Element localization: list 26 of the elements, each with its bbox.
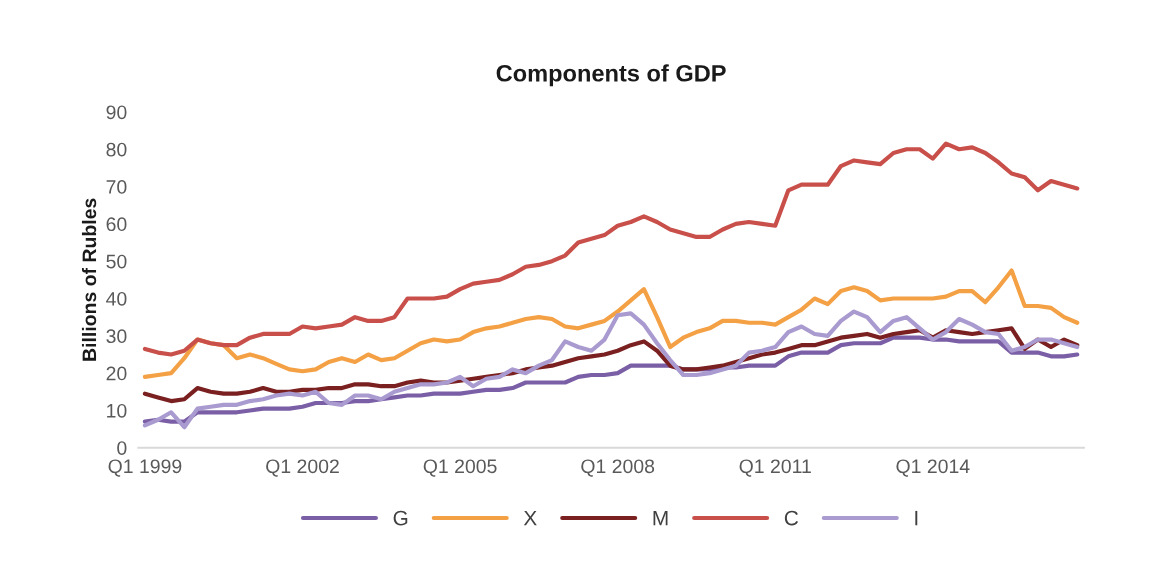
x-tick-label: Q1 1999 bbox=[108, 459, 182, 477]
y-tick-label: 0 bbox=[117, 441, 127, 455]
x-tick-label: Q1 2005 bbox=[423, 459, 497, 477]
y-tick-label: 10 bbox=[107, 403, 127, 418]
y-tick-label: 40 bbox=[106, 291, 127, 306]
chart-title: Components of GDP bbox=[496, 64, 726, 87]
legend-label: M bbox=[653, 510, 668, 526]
x-tick-label: Q1 2011 bbox=[739, 459, 811, 477]
x-tick-label: Q1 2014 bbox=[896, 459, 970, 477]
legend-label: G bbox=[393, 510, 408, 526]
legend-label: C bbox=[784, 510, 799, 526]
y-tick-label: 30 bbox=[106, 329, 127, 344]
y-tick-label: 20 bbox=[106, 366, 127, 381]
y-tick-label: 60 bbox=[106, 217, 127, 232]
line-series bbox=[142, 309, 1080, 430]
y-axis-title: Billions of Rubles bbox=[81, 198, 97, 361]
x-tick-label: Q1 2008 bbox=[581, 459, 655, 477]
y-tick-label: 70 bbox=[106, 180, 127, 194]
y-tick-label: 90 bbox=[106, 105, 127, 120]
legend-label: I bbox=[915, 510, 918, 526]
y-tick-label: 80 bbox=[106, 142, 127, 157]
y-tick-label: 50 bbox=[106, 254, 127, 269]
line-series bbox=[142, 268, 1080, 379]
line-series bbox=[142, 141, 1080, 357]
x-tick-label: Q1 2002 bbox=[266, 459, 339, 477]
legend-label: X bbox=[523, 510, 537, 526]
